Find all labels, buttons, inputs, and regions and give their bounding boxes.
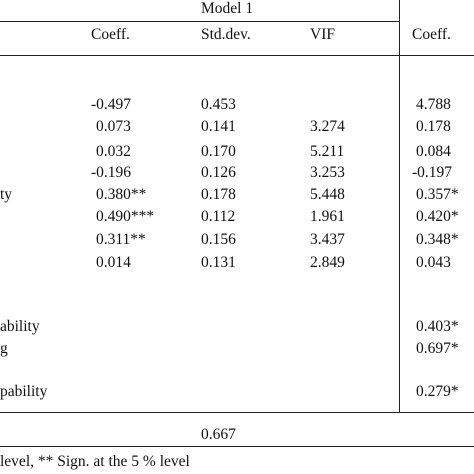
cell-vif: 2.849 — [310, 254, 345, 271]
cell-coeff-model-2: 0.697* — [416, 340, 459, 357]
col-header-coeff: Coeff. — [91, 26, 130, 43]
cell-coeff: 0.032 — [96, 143, 131, 160]
model-1-underline — [0, 21, 399, 22]
cell-coeff: 0.490*** — [96, 208, 155, 225]
col-header-coeff-model-2: Coeff. — [412, 26, 451, 43]
cell-vif: 3.437 — [310, 231, 345, 248]
row-label-partial: ty — [0, 186, 13, 203]
cell-coeff-model-2: 0.279* — [416, 383, 459, 400]
row-label-partial: pability — [0, 383, 48, 400]
cell-coeff-model-2: 0.403* — [416, 318, 459, 335]
cell-stddev: 0.156 — [201, 231, 236, 248]
cell-stddev: 0.131 — [201, 254, 236, 271]
cell-coeff-model-2: -0.197 — [412, 164, 453, 181]
cell-coeff: -0.497 — [91, 96, 132, 113]
footnote: level, ** Sign. at the 5 % level — [0, 453, 190, 470]
row-label-partial: ability — [0, 318, 40, 335]
cell-stddev: 0.170 — [201, 143, 236, 160]
cell-coeff-model-2: 0.178 — [416, 118, 451, 135]
cell-vif: 3.274 — [310, 118, 345, 135]
cell-vif: 1.961 — [310, 208, 345, 225]
cell-coeff-model-2: 0.420* — [416, 208, 459, 225]
col-header-vif: VIF — [310, 26, 335, 43]
cell-vif: 5.448 — [310, 186, 345, 203]
table-bottom-rule — [0, 412, 474, 413]
cell-stddev: 0.126 — [201, 164, 236, 181]
cell-coeff: 0.014 — [96, 254, 131, 271]
model-1-header: Model 1 — [201, 0, 254, 17]
cell-coeff: -0.196 — [91, 164, 132, 181]
header-bottom-rule — [0, 55, 474, 56]
cell-stddev: 0.112 — [201, 208, 236, 225]
cell-coeff: 0.380** — [96, 186, 147, 203]
model-separator-line — [399, 0, 400, 412]
cell-vif: 5.211 — [310, 143, 345, 160]
cell-coeff-model-2: 4.788 — [416, 96, 451, 113]
cell-coeff-model-2: 0.348* — [416, 231, 459, 248]
cell-stddev: 0.453 — [201, 96, 236, 113]
cell-coeff-model-2: 0.357* — [416, 186, 459, 203]
bottom-stat-value: 0.667 — [201, 426, 236, 443]
cell-stddev: 0.141 — [201, 118, 236, 135]
row-label-partial: g — [0, 340, 8, 357]
col-header-stddev: Std.dev. — [201, 26, 251, 43]
cell-vif: 3.253 — [310, 164, 345, 181]
cell-coeff: 0.073 — [96, 118, 131, 135]
cell-coeff-model-2: 0.084 — [416, 143, 451, 160]
footnote-rule — [0, 446, 474, 447]
cell-stddev: 0.178 — [201, 186, 236, 203]
cell-coeff-model-2: 0.043 — [416, 254, 451, 271]
cell-coeff: 0.311** — [96, 231, 146, 248]
